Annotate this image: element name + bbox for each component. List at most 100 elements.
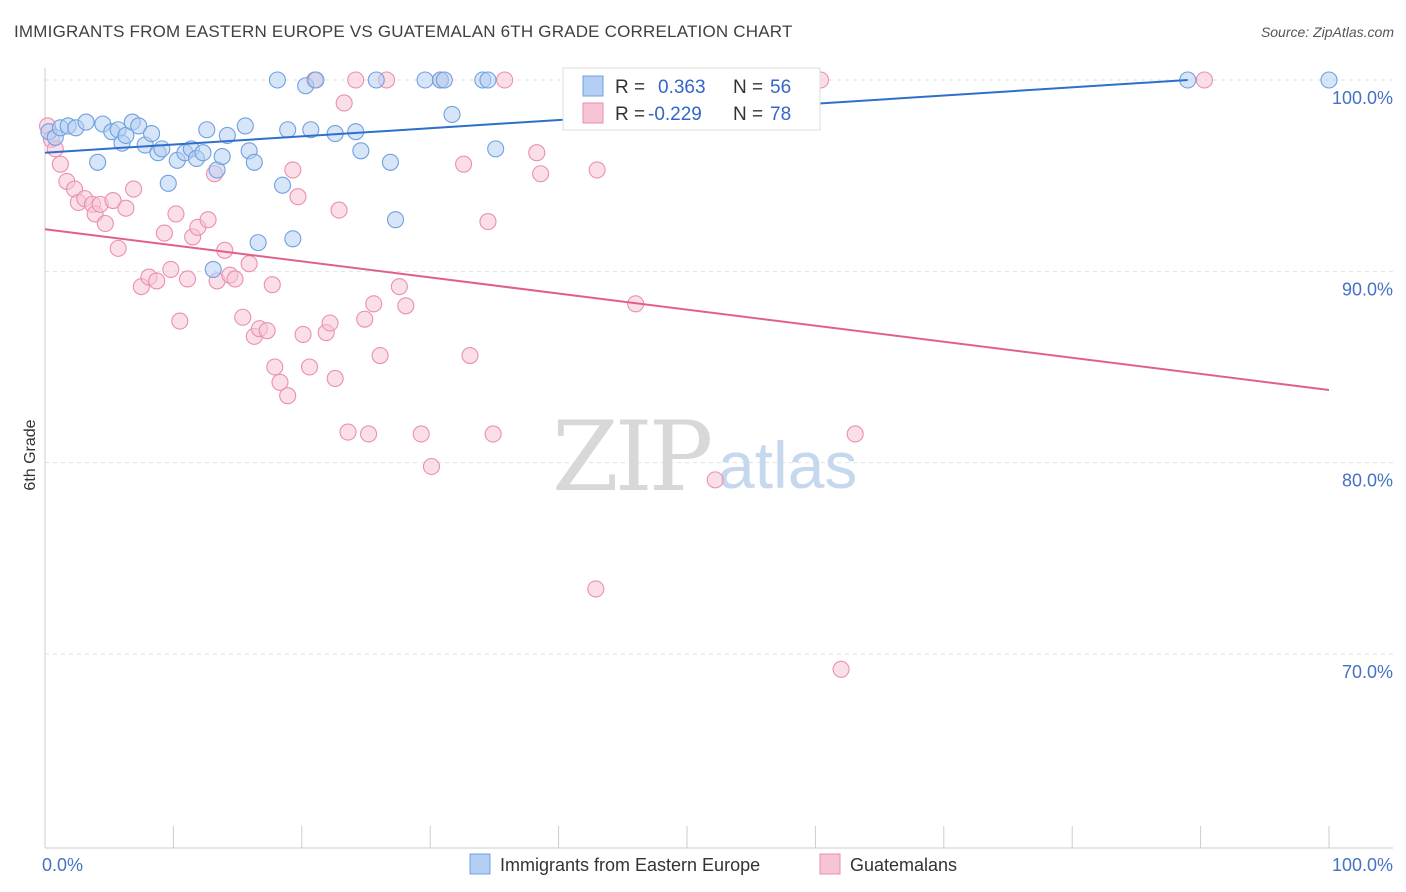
point-guatemalans-14: [117, 199, 135, 217]
point-guatemalans-39: [271, 373, 289, 391]
point-guatemalans-48: [326, 369, 344, 388]
point-guatemalans-21: [167, 205, 185, 223]
point-guatemalans-70: [587, 580, 605, 598]
point-eastern-europe-24: [198, 121, 216, 139]
point-guatemalans-50: [335, 94, 353, 112]
point-guatemalans-56: [371, 346, 389, 365]
point-guatemalans-73: [706, 471, 724, 489]
point-guatemalans-77: [1195, 71, 1214, 89]
point-eastern-europe-45: [386, 211, 405, 229]
point-guatemalans-40: [279, 387, 297, 405]
point-guatemalans-36: [258, 322, 276, 340]
point-guatemalans-66: [484, 425, 502, 443]
legend-swatch-guatemalans: [582, 102, 604, 124]
legend-n-value-0: 56: [770, 77, 791, 98]
chart-source: Source: ZipAtlas.com: [1260, 24, 1394, 40]
point-guatemalans-13: [109, 239, 127, 257]
point-eastern-europe-15: [143, 125, 161, 143]
legend-n-label-0: N =: [733, 77, 763, 98]
point-guatemalans-12: [104, 191, 122, 210]
point-guatemalans-15: [125, 180, 143, 198]
point-guatemalans-26: [199, 211, 217, 229]
point-eastern-europe-36: [284, 230, 302, 248]
point-eastern-europe-38: [302, 121, 320, 139]
legend-r-value-1: -0.229: [648, 104, 702, 125]
point-guatemalans-61: [422, 457, 441, 476]
point-guatemalans-64: [461, 346, 479, 365]
point-guatemalans-52: [347, 71, 365, 89]
point-guatemalans-47: [321, 314, 339, 332]
point-eastern-europe-25: [204, 260, 222, 278]
legend-r-value-0: 0.363: [658, 77, 706, 98]
y-tick-labels: 100.0% 90.0% 80.0% 70.0%: [1332, 88, 1393, 682]
x-ticks: [44, 826, 1330, 848]
point-guatemalans-19: [155, 224, 173, 242]
point-guatemalans-76: [846, 425, 864, 443]
series-legend-label-eastern-europe: Immigrants from Eastern Europe: [500, 855, 760, 875]
series-guatemalans-points: [39, 71, 1214, 678]
series-eastern-europe-points: [40, 71, 1338, 278]
point-guatemalans-11: [96, 214, 114, 233]
point-guatemalans-23: [178, 270, 197, 288]
point-eastern-europe-17: [153, 140, 171, 158]
point-guatemalans-67: [496, 71, 514, 89]
point-eastern-europe-27: [213, 147, 231, 166]
point-guatemalans-32: [234, 308, 252, 326]
watermark-atlas: atlas: [718, 428, 857, 502]
point-guatemalans-31: [226, 270, 244, 288]
point-guatemalans-69: [532, 165, 550, 183]
point-guatemalans-51: [339, 423, 357, 441]
point-guatemalans-59: [397, 297, 415, 315]
y-tick-label-2: 80.0%: [1342, 471, 1393, 491]
point-eastern-europe-35: [279, 121, 297, 139]
legend-swatch-eastern-europe: [582, 75, 604, 97]
x-tick-label-min: 0.0%: [42, 855, 83, 875]
point-guatemalans-18: [148, 272, 166, 290]
point-eastern-europe-54: [1320, 71, 1338, 89]
point-eastern-europe-13: [130, 117, 148, 135]
point-eastern-europe-34: [273, 176, 292, 194]
point-guatemalans-53: [356, 310, 374, 328]
point-guatemalans-75: [832, 660, 850, 678]
point-guatemalans-49: [330, 201, 348, 219]
point-guatemalans-37: [263, 276, 281, 294]
point-eastern-europe-49: [443, 105, 461, 123]
point-eastern-europe-18: [159, 174, 177, 192]
point-guatemalans-3: [51, 155, 69, 173]
legend-r-label-1: R =: [615, 104, 645, 125]
point-guatemalans-68: [528, 144, 546, 162]
trend-line-guatemalans: [44, 228, 1330, 391]
stats-legend-box: [562, 67, 821, 131]
point-guatemalans-22: [171, 312, 189, 330]
point-eastern-europe-44: [381, 153, 399, 171]
point-eastern-europe-39: [307, 71, 325, 89]
point-eastern-europe-46: [416, 71, 434, 89]
stats-legend: R = 0.363 N = 56 R = -0.229 N = 78: [562, 67, 821, 131]
point-eastern-europe-48: [435, 71, 453, 89]
point-eastern-europe-5: [77, 113, 95, 131]
point-guatemalans-20: [162, 260, 180, 278]
point-guatemalans-33: [240, 255, 258, 273]
legend-n-value-1: 78: [770, 104, 791, 125]
series-legend-swatch-eastern-europe: [469, 853, 491, 875]
y-tick-label-3: 70.0%: [1342, 662, 1393, 682]
point-guatemalans-60: [412, 425, 430, 443]
watermark: ZIP atlas: [552, 401, 857, 513]
point-eastern-europe-42: [352, 142, 370, 160]
point-guatemalans-43: [294, 325, 312, 344]
point-eastern-europe-6: [89, 153, 107, 171]
y-tick-label-1: 90.0%: [1342, 279, 1393, 299]
point-eastern-europe-51: [479, 71, 497, 89]
legend-n-label-1: N =: [733, 104, 763, 125]
point-guatemalans-44: [300, 358, 319, 376]
point-guatemalans-41: [284, 161, 302, 179]
series-legend-swatch-guatemalans: [819, 853, 841, 875]
watermark-zip: ZIP: [552, 401, 711, 513]
point-eastern-europe-52: [487, 140, 505, 158]
point-eastern-europe-32: [249, 234, 267, 252]
point-eastern-europe-33: [268, 71, 286, 89]
legend-r-label-0: R =: [615, 77, 645, 98]
point-guatemalans-65: [479, 213, 497, 231]
point-eastern-europe-28: [218, 126, 236, 145]
